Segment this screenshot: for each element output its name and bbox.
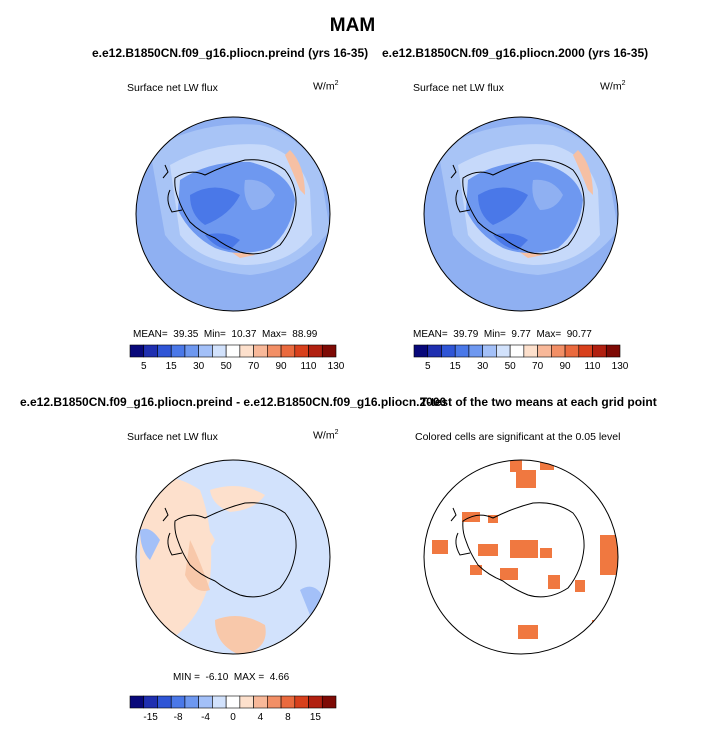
panel-1-colorbar-swatch <box>184 344 199 358</box>
panel-2-colorbar-swatch <box>551 344 566 358</box>
panel-3-difference-field <box>136 460 330 654</box>
panel-2-colorbar-swatch <box>523 344 538 358</box>
panel-2-colorbar-tick-label: 90 <box>560 361 572 372</box>
panel-2-flux-field <box>424 117 618 311</box>
panel-3-colorbar-swatch <box>157 695 172 709</box>
panel-3-variable: Surface net LW flux <box>127 431 218 443</box>
panel-3-colorbar-swatch <box>143 695 158 709</box>
panel-3-colorbar-tick-label: 4 <box>258 712 264 723</box>
panel-2-colorbar-swatch <box>592 344 607 358</box>
panel-2-colorbar-tick-label: 5 <box>425 361 431 372</box>
panel-2-stats: MEAN= 39.79 Min= 9.77 Max= 90.77 <box>413 329 592 340</box>
panel-2-colorbar-tick-label: 110 <box>585 361 601 372</box>
panel-1-colorbar-swatch <box>308 344 323 358</box>
panel-3-colorbar-swatch <box>225 695 241 709</box>
panel-1-colorbar-swatch <box>321 344 337 358</box>
panel-1-variable: Surface net LW flux <box>127 82 218 94</box>
panel-2-variable: Surface net LW flux <box>413 82 504 94</box>
panel-2-colorbar-tick-label: 15 <box>450 361 462 372</box>
panel-3-colorbar-swatch <box>170 695 186 709</box>
panel-3-colorbar-swatch <box>129 695 145 709</box>
panel-1-stats: MEAN= 39.35 Min= 10.37 Max= 88.99 <box>133 329 318 340</box>
panel-3-colorbar-swatch <box>294 695 309 709</box>
panel-3-colorbar-swatch <box>198 695 213 709</box>
panel-2-colorbar-swatch <box>468 344 483 358</box>
panel-3-colorbar-tick-label: -15 <box>143 712 158 723</box>
panel-1-colorbar-swatch <box>129 344 145 358</box>
panel-3-colorbar-swatch <box>308 695 323 709</box>
panel-1-colorbar-tick-label: 30 <box>193 361 205 372</box>
panel-2-colorbar: 5 15 30 50 70 90 110 130 <box>413 344 629 372</box>
panel-2-colorbar-swatch <box>482 344 497 358</box>
panel-1-colorbar-swatch <box>294 344 309 358</box>
panel-1-colorbar-tick-label: 130 <box>328 361 345 372</box>
panel-1-colorbar-swatch <box>157 344 172 358</box>
panel-3-colorbar-swatch <box>280 695 296 709</box>
panel-2-colorbar-swatch <box>578 344 593 358</box>
panel-4-title: T-test of the two means at each grid poi… <box>420 395 657 409</box>
panel-3-colorbar: -15 -8 -4 0 4 8 15 <box>129 695 337 723</box>
panel-3-colorbar-swatch <box>321 695 337 709</box>
panel-2-units: W/m2 <box>600 80 626 93</box>
panel-1-colorbar-tick-label: 50 <box>221 361 233 372</box>
panel-2-colorbar-swatch <box>413 344 429 358</box>
panel-3-colorbar-swatch <box>253 695 268 709</box>
panel-1-colorbar-tick-label: 110 <box>301 361 317 372</box>
panel-1-colorbar-swatch <box>267 344 282 358</box>
panel-2-colorbar-swatch <box>509 344 525 358</box>
panel-3-colorbar-swatch <box>184 695 199 709</box>
panel-1-colorbar-swatch <box>170 344 186 358</box>
panel-1-flux-field <box>136 117 330 311</box>
page-title: MAM <box>329 15 376 36</box>
panel-1-colorbar-swatch <box>239 344 254 358</box>
panel-2-colorbar-swatch <box>537 344 552 358</box>
panel-1-colorbar-swatch <box>225 344 241 358</box>
panel-3-colorbar-tick-label: 0 <box>230 712 236 723</box>
panel-3-units: W/m2 <box>313 429 339 442</box>
panel-3-colorbar-swatch <box>212 695 227 709</box>
panel-1-colorbar-tick-label: 70 <box>248 361 260 372</box>
panel-1-colorbar-swatch <box>143 344 158 358</box>
panel-2-colorbar-swatch <box>496 344 511 358</box>
panel-2-colorbar-tick-label: 50 <box>505 361 517 372</box>
panel-4-subtitle: Colored cells are significant at the 0.0… <box>415 431 621 443</box>
panel-1-units: W/m2 <box>313 80 339 93</box>
panel-2-colorbar-tick-label: 30 <box>477 361 489 372</box>
panel-2-colorbar-swatch <box>441 344 456 358</box>
panel-2-colorbar-tick-label: 130 <box>612 361 629 372</box>
panel-2-colorbar-swatch <box>454 344 470 358</box>
panel-1-colorbar-tick-label: 15 <box>166 361 178 372</box>
panel-3-colorbar-tick-label: 15 <box>310 712 322 723</box>
panel-3-colorbar-swatch <box>239 695 254 709</box>
panel-1-colorbar: 5 15 30 50 70 90 110 130 <box>129 344 345 372</box>
panel-2-colorbar-swatch <box>427 344 442 358</box>
panel-3-stats: MIN = -6.10 MAX = 4.66 <box>173 672 290 683</box>
panel-3-colorbar-tick-label: -8 <box>174 712 183 723</box>
panel-3-colorbar-tick-label: 8 <box>285 712 291 723</box>
panel-1-colorbar-swatch <box>198 344 213 358</box>
panel-1-case-title: e.e12.B1850CN.f09_g16.pliocn.preind (yrs… <box>92 46 369 60</box>
panel-2-colorbar-swatch <box>605 344 621 358</box>
panel-1-colorbar-swatch <box>253 344 268 358</box>
panel-1-colorbar-swatch <box>280 344 296 358</box>
panel-1-colorbar-tick-label: 5 <box>141 361 147 372</box>
panel-3-case-title: e.e12.B1850CN.f09_g16.pliocn.preind - e.… <box>20 395 447 409</box>
panel-1-colorbar-tick-label: 90 <box>276 361 288 372</box>
panel-2-case-title: e.e12.B1850CN.f09_g16.pliocn.2000 (yrs 1… <box>382 46 649 60</box>
panel-3-colorbar-tick-label: -4 <box>201 712 210 723</box>
panel-2-colorbar-swatch <box>564 344 580 358</box>
panel-3-colorbar-swatch <box>267 695 282 709</box>
panel-1-colorbar-swatch <box>212 344 227 358</box>
panel-2-colorbar-tick-label: 70 <box>532 361 544 372</box>
